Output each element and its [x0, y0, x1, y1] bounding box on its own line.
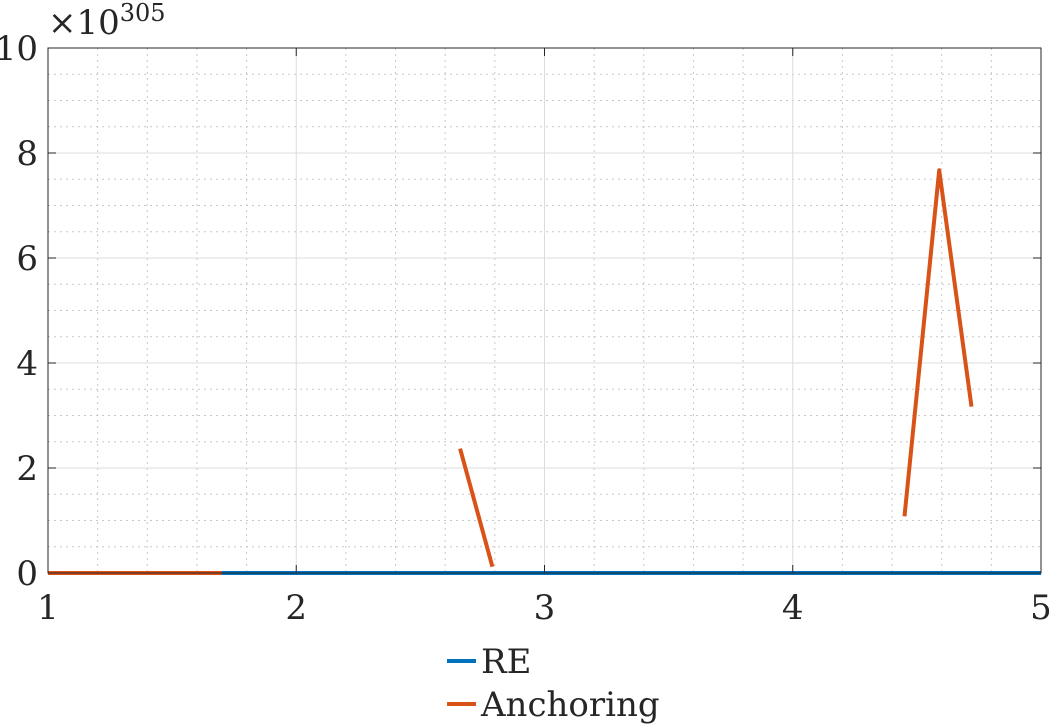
- y-axis-ticks: 0 2 4 6 8 10: [0, 29, 1041, 594]
- legend-label: Anchoring: [480, 685, 660, 724]
- x-axis-ticks: 1 2 3 4 5: [37, 48, 1049, 628]
- legend-item-anchoring: Anchoring: [447, 685, 660, 724]
- x-tick-label: 3: [534, 588, 556, 628]
- y-axis-exponent: ×10305: [48, 0, 166, 43]
- series-anchoring: [48, 168, 974, 575]
- y-tick-label: 10: [0, 29, 38, 69]
- x-tick-label: 5: [1030, 588, 1049, 628]
- x-tick-label: 1: [37, 588, 59, 628]
- legend-label: RE: [481, 642, 531, 682]
- y-tick-label: 6: [16, 239, 38, 279]
- y-exponent-base: ×10: [48, 3, 120, 43]
- x-tick-label: 4: [782, 588, 804, 628]
- y-tick-label: 8: [16, 134, 38, 174]
- y-tick-label: 4: [16, 344, 38, 384]
- y-tick-label: 2: [16, 449, 38, 489]
- legend-item-re: RE: [447, 642, 531, 682]
- series-line-segment: [458, 448, 495, 568]
- series-line-segment: [902, 168, 974, 517]
- y-exponent-power: 305: [120, 0, 166, 27]
- y-tick-label: 0: [16, 554, 38, 594]
- x-tick-label: 2: [285, 588, 307, 628]
